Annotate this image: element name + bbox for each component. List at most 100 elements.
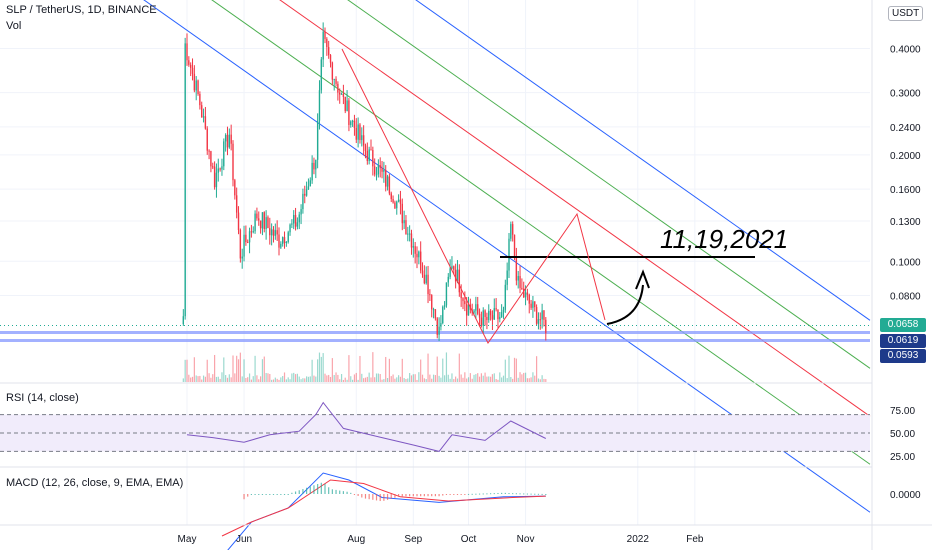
volume-bar [543,378,545,382]
volume-bar [186,359,188,382]
candle-body [355,128,357,140]
candle-body [298,214,300,223]
candle-body [460,292,462,299]
candle-body [223,141,225,167]
volume-bar [293,372,295,382]
volume-bar [236,355,238,382]
candle-body [486,316,488,321]
volume-bar [309,376,311,382]
macd-histogram-bar [283,494,286,495]
candle-body [300,209,302,215]
volume-bar [320,356,322,382]
volume-bar [541,375,543,382]
rsi-title[interactable]: RSI (14, close) [6,392,79,404]
candle-body [337,83,339,93]
candle-body [438,326,440,335]
candle-body [535,307,538,324]
volume-bar [214,354,216,382]
candle-body [344,96,346,112]
volume-bar [399,376,402,382]
macd-histogram-bar [504,492,506,494]
volume-bar [350,376,352,382]
volume-bar [359,355,361,382]
candle-body [226,134,229,148]
volume-bar [296,373,298,382]
candle-body [307,186,310,190]
macd-histogram-bar [512,493,514,495]
volume-bar [398,375,400,382]
candle-body [421,270,424,275]
volume-bar [506,378,508,382]
volume-bar [355,372,357,382]
volume-bar [195,375,197,382]
volume-bar [458,353,460,382]
symbol-title[interactable]: SLP / TetherUS, 1D, BINANCE [6,4,157,16]
volume-bar [379,374,381,382]
volume-bar [444,375,446,382]
macd-histogram-bar [335,489,337,494]
candle-body [390,193,392,200]
macd-histogram-bar [247,494,249,497]
candle-body [304,193,306,196]
macd-histogram-bar [541,493,543,495]
macd-histogram-bar [420,494,422,497]
candle-body [399,199,402,204]
volume-bar [521,374,523,382]
candle-body [436,318,438,335]
volume-bar [523,372,525,382]
candle-body [517,276,519,281]
regression-channel [0,0,871,513]
macd-histogram-bar [493,493,495,495]
volume-bar [328,374,330,382]
candle-body [423,274,426,284]
channel-upper-line [143,0,871,513]
macd-title[interactable]: MACD (12, 26, close, 9, EMA, EMA) [6,477,184,489]
currency-badge[interactable]: USDT [888,6,924,21]
candle-body [248,231,251,243]
macd-histogram-bar [526,493,528,495]
candle-body [357,124,359,140]
volume-bar [453,379,455,382]
macd-histogram-bar [346,491,348,494]
candle-body [351,120,354,122]
candle-body [232,143,234,181]
macd-histogram-bar [390,494,392,499]
candle-body [204,116,207,129]
volume-bar [466,378,468,382]
candle-body [258,218,260,221]
volume-bar [366,376,368,382]
candle-body [331,62,334,80]
volume-bar [346,379,348,382]
candle-body [320,59,323,91]
volume-bar [502,375,505,382]
volume-bar [226,377,229,382]
macd-histogram-bar [265,494,267,495]
volume-bar [401,358,403,382]
last-price-label: 0.0658 [880,318,926,332]
macd-histogram-bar [298,490,300,494]
volume-bar [429,374,431,382]
macd-histogram-bar [490,493,492,495]
candle-body [193,73,196,91]
macd-histogram-bar [320,482,322,494]
candle-body [269,228,271,236]
candle-body [458,269,461,293]
candle-body [541,310,543,320]
volume-bar [390,376,392,382]
candle-body [532,301,534,308]
candle-body [322,31,324,60]
candle-body [270,229,273,236]
volume-bar [302,378,304,382]
candle-body [318,90,321,121]
candle-body [397,199,400,202]
volume-bar [530,377,532,382]
macd-histogram-bar [475,493,477,495]
volume-bar [451,373,453,382]
candle-body [504,284,507,310]
volume-bar [370,377,372,382]
volume-bar [274,377,276,382]
candle-body [276,230,278,235]
volume-label[interactable]: Vol [6,20,22,32]
macd-histogram-bar [398,494,400,497]
